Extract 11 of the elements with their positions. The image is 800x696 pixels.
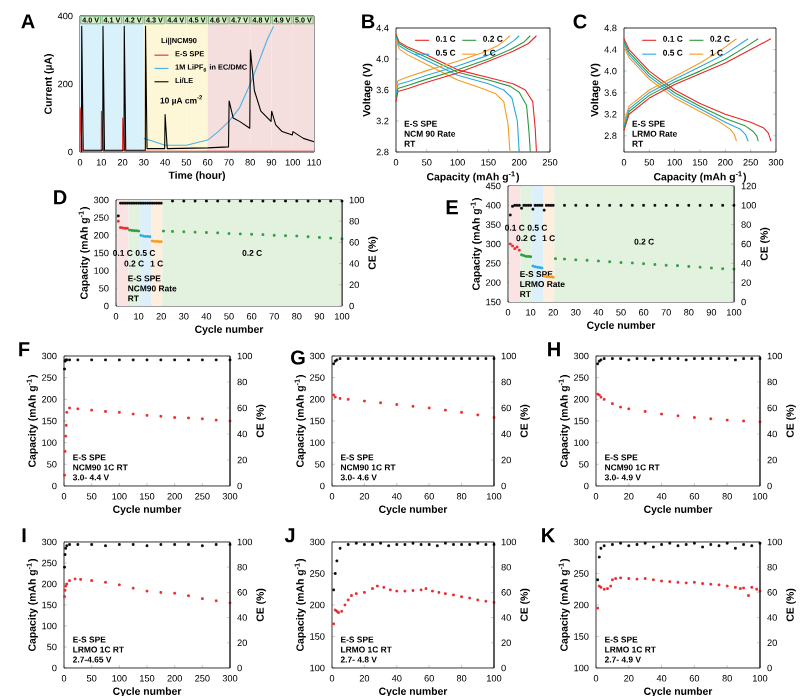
- chart-title: F: [19, 342, 30, 357]
- text: E: [446, 200, 458, 215]
- chart-title: I: [22, 528, 26, 543]
- chart-title: K: [542, 528, 556, 543]
- chart-title: G: [291, 350, 305, 365]
- chart-title: C: [573, 14, 587, 29]
- chart-title: J: [284, 528, 295, 543]
- chart-title: H: [548, 342, 560, 357]
- chart-title: D: [54, 190, 67, 205]
- chart-title: A: [21, 14, 35, 29]
- chart-title: B: [362, 14, 375, 29]
